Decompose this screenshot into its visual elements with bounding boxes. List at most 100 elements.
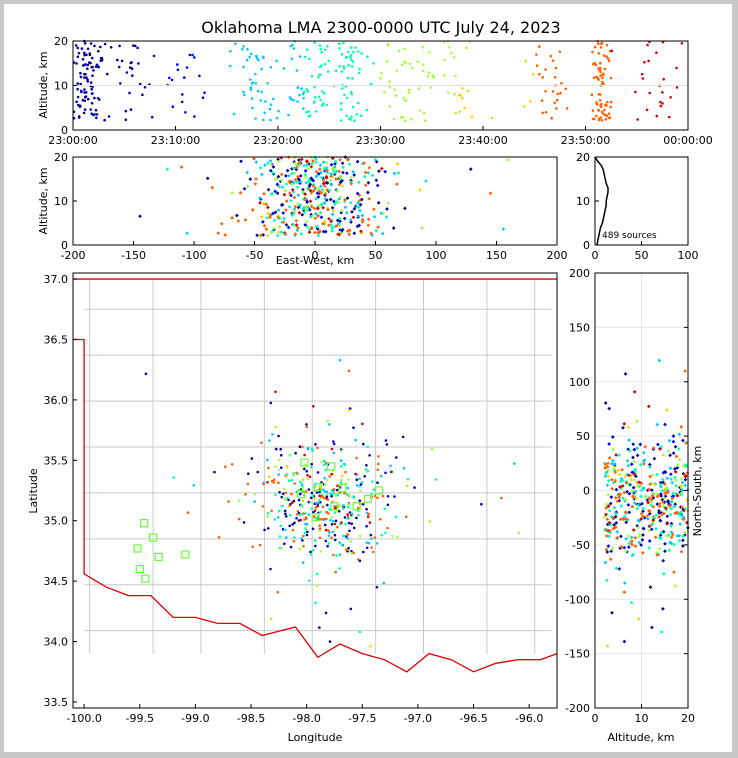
altitude-axis-tick-label: 20 [54, 35, 68, 48]
source-point [327, 529, 330, 532]
source-point [280, 454, 283, 457]
source-point [626, 503, 631, 507]
source-point [326, 70, 330, 73]
source-point [315, 584, 319, 588]
source-point [617, 567, 622, 571]
source-point [667, 503, 672, 508]
source-point [281, 220, 286, 225]
source-point [338, 47, 341, 50]
source-point [332, 440, 335, 443]
source-point [375, 183, 380, 188]
source-point [622, 639, 627, 644]
source-point [346, 158, 350, 162]
source-point [288, 453, 291, 457]
source-point [352, 495, 355, 498]
source-point [191, 53, 194, 57]
source-point [284, 182, 289, 186]
source-point [635, 506, 640, 511]
source-point [247, 472, 250, 476]
source-point [316, 213, 320, 218]
source-point [647, 539, 652, 543]
source-point [627, 473, 631, 478]
source-point [269, 567, 272, 571]
source-point [540, 99, 544, 102]
source-point [284, 515, 288, 518]
source-point [347, 521, 351, 525]
source-point [305, 180, 309, 185]
latitude-tick-label: 34.5 [44, 575, 69, 588]
source-point [681, 515, 686, 520]
source-point [309, 204, 314, 209]
source-point [365, 524, 368, 528]
source-point [664, 485, 669, 490]
source-point [144, 372, 148, 376]
source-point [89, 108, 92, 111]
source-point [681, 517, 686, 522]
source-point [366, 170, 371, 175]
source-point [347, 232, 352, 237]
source-point [91, 92, 94, 95]
source-point [253, 493, 257, 496]
station-marker [297, 490, 306, 499]
source-point [655, 553, 660, 557]
source-point [641, 533, 645, 537]
count-axis-tick-label: 100 [678, 249, 699, 262]
source-point [76, 55, 80, 59]
source-point [671, 451, 676, 456]
source-point [254, 72, 257, 76]
source-point [649, 488, 654, 492]
source-point [269, 103, 273, 106]
source-point [291, 523, 294, 526]
source-point [305, 110, 308, 114]
source-point [358, 208, 362, 213]
lma-stations [133, 458, 384, 583]
source-point [328, 178, 333, 183]
east-west-y-label: Altitude, km [37, 167, 50, 234]
source-point [295, 513, 299, 516]
source-point [273, 189, 278, 194]
source-point [627, 448, 632, 453]
source-point [352, 173, 357, 177]
source-point [529, 100, 532, 103]
source-point [633, 535, 638, 540]
plan-view-x-label: Longitude [288, 731, 343, 744]
source-point [672, 570, 676, 575]
source-point [305, 423, 308, 426]
source-point [668, 512, 673, 517]
source-point [365, 546, 369, 550]
source-point [325, 495, 329, 499]
source-point [641, 462, 646, 466]
source-point [605, 55, 608, 58]
source-point [597, 67, 600, 70]
source-point [322, 488, 325, 492]
source-point [295, 202, 300, 206]
source-point [376, 481, 379, 485]
source-point [81, 64, 85, 67]
source-point [604, 506, 609, 510]
source-point [327, 216, 331, 221]
time-axis-tick-label: 23:10:00 [151, 134, 200, 147]
altitude-time-ticks: 23:00:00 23:10:00 23:20:00 23:30:00 23:40:00… [48, 35, 712, 147]
source-point [421, 63, 425, 66]
source-point [647, 487, 651, 492]
north-south-tick-label: 0 [583, 485, 590, 498]
source-point [325, 510, 328, 514]
source-point [617, 492, 621, 496]
source-point [654, 513, 658, 518]
source-point [631, 442, 636, 447]
source-point [407, 91, 411, 94]
count-axis-tick-label: 50 [635, 249, 649, 262]
source-point [674, 454, 679, 459]
source-point [340, 70, 344, 73]
source-point [358, 67, 361, 71]
source-point [271, 165, 276, 169]
source-point [338, 541, 342, 544]
source-point [306, 167, 311, 171]
source-point [320, 518, 323, 521]
source-point [318, 497, 322, 501]
source-point [317, 95, 321, 99]
source-point [367, 512, 370, 516]
source-point [326, 544, 329, 548]
source-point [318, 167, 322, 172]
source-point [302, 545, 305, 548]
